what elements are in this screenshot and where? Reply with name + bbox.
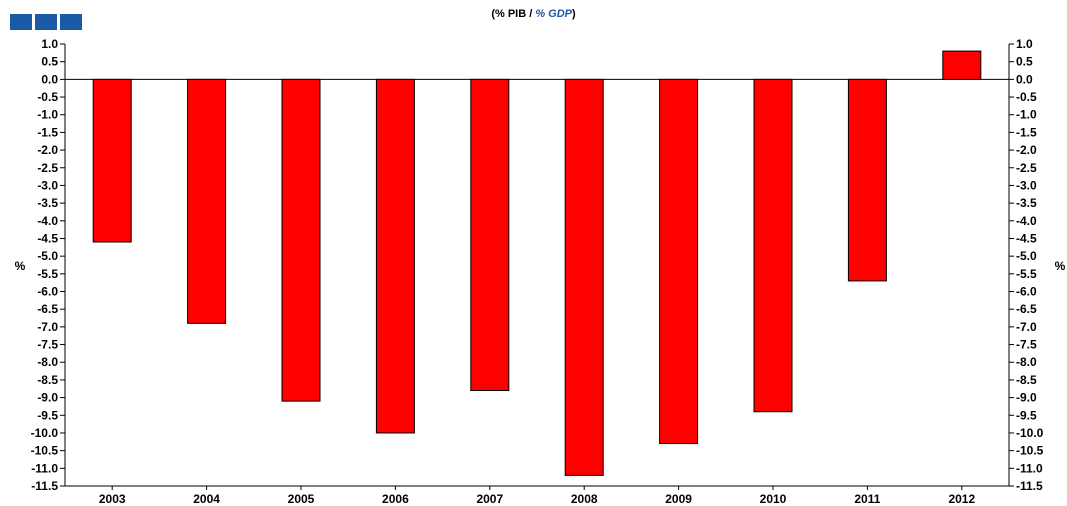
y-tick-label-left: -4.5	[37, 231, 58, 245]
y-tick-label-right: -1.5	[1016, 125, 1037, 139]
y-tick-label-left: -11.5	[31, 479, 58, 493]
y-tick-label-right: -10.5	[1016, 444, 1044, 458]
y-tick-label-right: -11.0	[1016, 461, 1043, 475]
y-tick-label-left: -8.0	[37, 355, 58, 369]
y-tick-label-left: -3.5	[37, 196, 58, 210]
logo-square-2	[35, 14, 57, 30]
y-tick-label-right: 1.0	[1016, 37, 1033, 51]
x-tick-label-2012: 2012	[948, 492, 975, 506]
y-tick-label-left: -10.0	[31, 426, 59, 440]
y-tick-label-right: -9.5	[1016, 408, 1037, 422]
x-tick-label-2009: 2009	[665, 492, 692, 506]
y-tick-label-left: -2.5	[37, 161, 58, 175]
bar-2008	[564, 78, 604, 476]
y-tick-label-left: -11.0	[31, 461, 58, 475]
y-tick-label-left: -0.5	[37, 90, 58, 104]
y-tick-label-left: -6.5	[37, 302, 58, 316]
title-gdp: % GDP	[535, 8, 573, 20]
x-tick-label-2006: 2006	[382, 492, 409, 506]
logo-square-3	[60, 14, 82, 30]
y-tick-label-right: -4.5	[1016, 231, 1037, 245]
y-tick-label-left: -10.5	[31, 444, 59, 458]
y-tick-label-left: -7.5	[37, 338, 58, 352]
y-ticks-right: 1.0 0.5 0.0 -0.5 -1.0 -1.5 -2.0 -2.5 -3.0 -3.5 -4.…	[1009, 37, 1044, 493]
y-tick-label-right: -7.5	[1016, 338, 1037, 352]
y-tick-label-left: -5.5	[37, 267, 58, 281]
y-tick-label-right: -6.5	[1016, 302, 1037, 316]
y-axis-label-left: %	[15, 259, 26, 273]
y-tick-label-left: -7.0	[37, 320, 58, 334]
y-tick-label-right: -4.0	[1016, 214, 1037, 228]
x-ticks: 2003 2004 2005 2006 2007 2008 2009 2010 2011 2012	[99, 486, 975, 506]
y-tick-label-right: -2.0	[1016, 143, 1037, 157]
y-tick-label-right: 0.5	[1016, 55, 1033, 69]
bar-2007	[470, 78, 510, 392]
y-tick-label-left: -1.5	[37, 125, 58, 139]
y-tick-label-right: -7.0	[1016, 320, 1037, 334]
y-tick-label-left: -8.5	[37, 373, 58, 387]
y-tick-label-right: -2.5	[1016, 161, 1037, 175]
bar-2003	[92, 78, 132, 243]
x-tick-label-2011: 2011	[854, 492, 880, 506]
y-tick-label-right: -6.0	[1016, 285, 1037, 299]
x-tick-label-2008: 2008	[571, 492, 598, 506]
title-prefix: (% PIB /	[491, 8, 536, 20]
y-tick-label-right: -10.0	[1016, 426, 1044, 440]
y-tick-label-left: -1.0	[37, 108, 58, 122]
title-suffix: )	[572, 8, 576, 20]
y-tick-label-left: -3.0	[37, 178, 58, 192]
y-tick-label-right: -8.0	[1016, 355, 1037, 369]
bars	[92, 50, 982, 476]
y-tick-label-left: -9.5	[37, 408, 58, 422]
y-tick-label-right: -3.5	[1016, 196, 1037, 210]
bar-2004	[187, 78, 227, 324]
bar-2010	[753, 78, 793, 413]
y-tick-label-right: -5.5	[1016, 267, 1037, 281]
y-tick-label-right: 0.0	[1016, 72, 1033, 86]
y-tick-label-left: -9.0	[37, 391, 58, 405]
y-tick-label-left: 1.0	[41, 37, 58, 51]
y-tick-label-left: -6.0	[37, 285, 58, 299]
logo-square-1	[10, 14, 32, 30]
y-tick-label-left: 0.0	[41, 72, 58, 86]
y-tick-label-right: -9.0	[1016, 391, 1037, 405]
y-tick-label-right: -5.0	[1016, 249, 1037, 263]
y-tick-label-right: -8.5	[1016, 373, 1037, 387]
y-tick-label-right: -11.5	[1016, 479, 1043, 493]
y-tick-label-left: -4.0	[37, 214, 58, 228]
y-tick-label-left: 0.5	[41, 55, 58, 69]
logo	[10, 14, 84, 30]
y-tick-label-left: -2.0	[37, 143, 58, 157]
bar-2006	[375, 78, 415, 434]
y-axis-label-right: %	[1055, 259, 1066, 273]
bar-2012	[942, 50, 982, 80]
y-ticks-left: 1.0 0.5 0.0 -0.5 -1.0 -1.5 -2.0 -2.5 -3.0 -3.5 -4.…	[31, 37, 65, 493]
bar-2005	[281, 78, 321, 402]
x-tick-label-2003: 2003	[99, 492, 126, 506]
chart-title: (% PIB / % GDP)	[0, 8, 1067, 20]
x-tick-label-2010: 2010	[760, 492, 787, 506]
x-tick-label-2005: 2005	[288, 492, 315, 506]
x-tick-label-2007: 2007	[476, 492, 503, 506]
x-tick-label-2004: 2004	[193, 492, 220, 506]
bar-2011	[847, 78, 887, 282]
y-tick-label-right: -0.5	[1016, 90, 1037, 104]
y-tick-label-right: -1.0	[1016, 108, 1037, 122]
bar-2009	[659, 78, 699, 445]
y-tick-label-left: -5.0	[37, 249, 58, 263]
y-tick-label-right: -3.0	[1016, 178, 1037, 192]
